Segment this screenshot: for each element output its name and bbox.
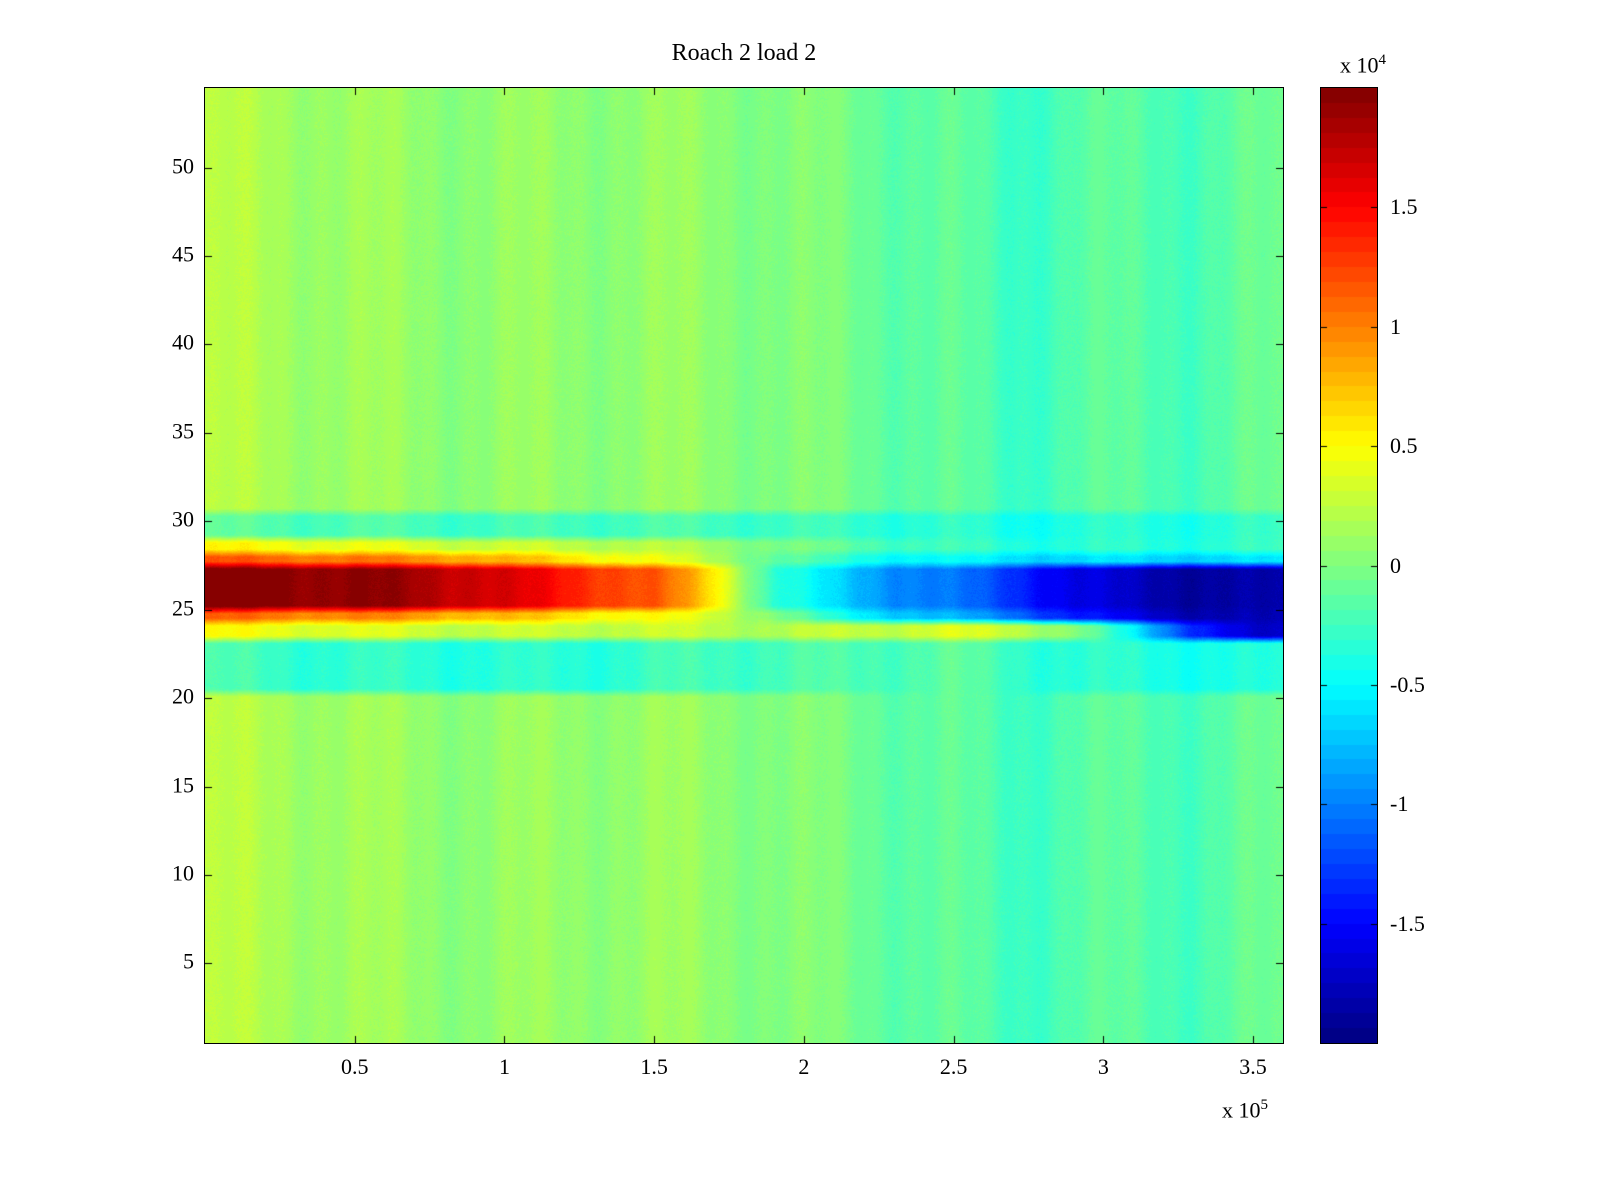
- colorbar-offset-label: x 104: [1340, 52, 1386, 78]
- colorbar-tick-label: 0: [1390, 552, 1401, 578]
- colorbar-tick-label: 0.5: [1390, 433, 1418, 459]
- x-tick-label: 3: [1097, 1054, 1109, 1079]
- y-tick-label: 25: [172, 595, 194, 621]
- y-tick-label: 20: [172, 683, 194, 709]
- y-tick-label: 50: [172, 153, 194, 179]
- y-tick-label: 45: [172, 241, 194, 267]
- heatmap-canvas: [205, 88, 1283, 1043]
- x-axis-offset-base: x 10: [1222, 1097, 1261, 1123]
- y-tick-label: 35: [172, 418, 194, 444]
- chart-title: Roach 2 load 2: [671, 40, 817, 66]
- x-tick-label: 2: [798, 1054, 810, 1079]
- colorbar-offset-exp: 4: [1378, 52, 1387, 68]
- x-tick-label: 2.5: [939, 1054, 968, 1079]
- colorbar-offset-base: x 10: [1340, 52, 1379, 78]
- colorbar-canvas: [1321, 88, 1377, 1043]
- y-tick-label: 30: [172, 506, 194, 532]
- colorbar-tick-label: 1: [1390, 313, 1401, 339]
- colorbar-tick-label: 1.5: [1390, 194, 1418, 220]
- x-axis-offset-exp: 5: [1260, 1097, 1269, 1113]
- colorbar-frame: [1320, 87, 1378, 1044]
- x-tick-label: 1.5: [640, 1054, 668, 1079]
- y-tick-label: 10: [172, 860, 194, 886]
- plot-frame: [204, 87, 1284, 1044]
- y-tick-label: 15: [172, 772, 194, 798]
- y-tick-label: 40: [172, 330, 194, 356]
- x-tick-label: 0.5: [340, 1054, 369, 1079]
- x-tick-label: 3.5: [1239, 1054, 1267, 1079]
- colorbar-tick-label: -1.5: [1390, 910, 1425, 936]
- y-tick-label: 5: [183, 949, 194, 975]
- x-axis-offset-label: x 105: [1222, 1097, 1268, 1123]
- colorbar-tick-label: -0.5: [1390, 671, 1425, 697]
- colorbar-tick-label: -1: [1390, 791, 1409, 817]
- x-tick-label: 1: [498, 1054, 510, 1079]
